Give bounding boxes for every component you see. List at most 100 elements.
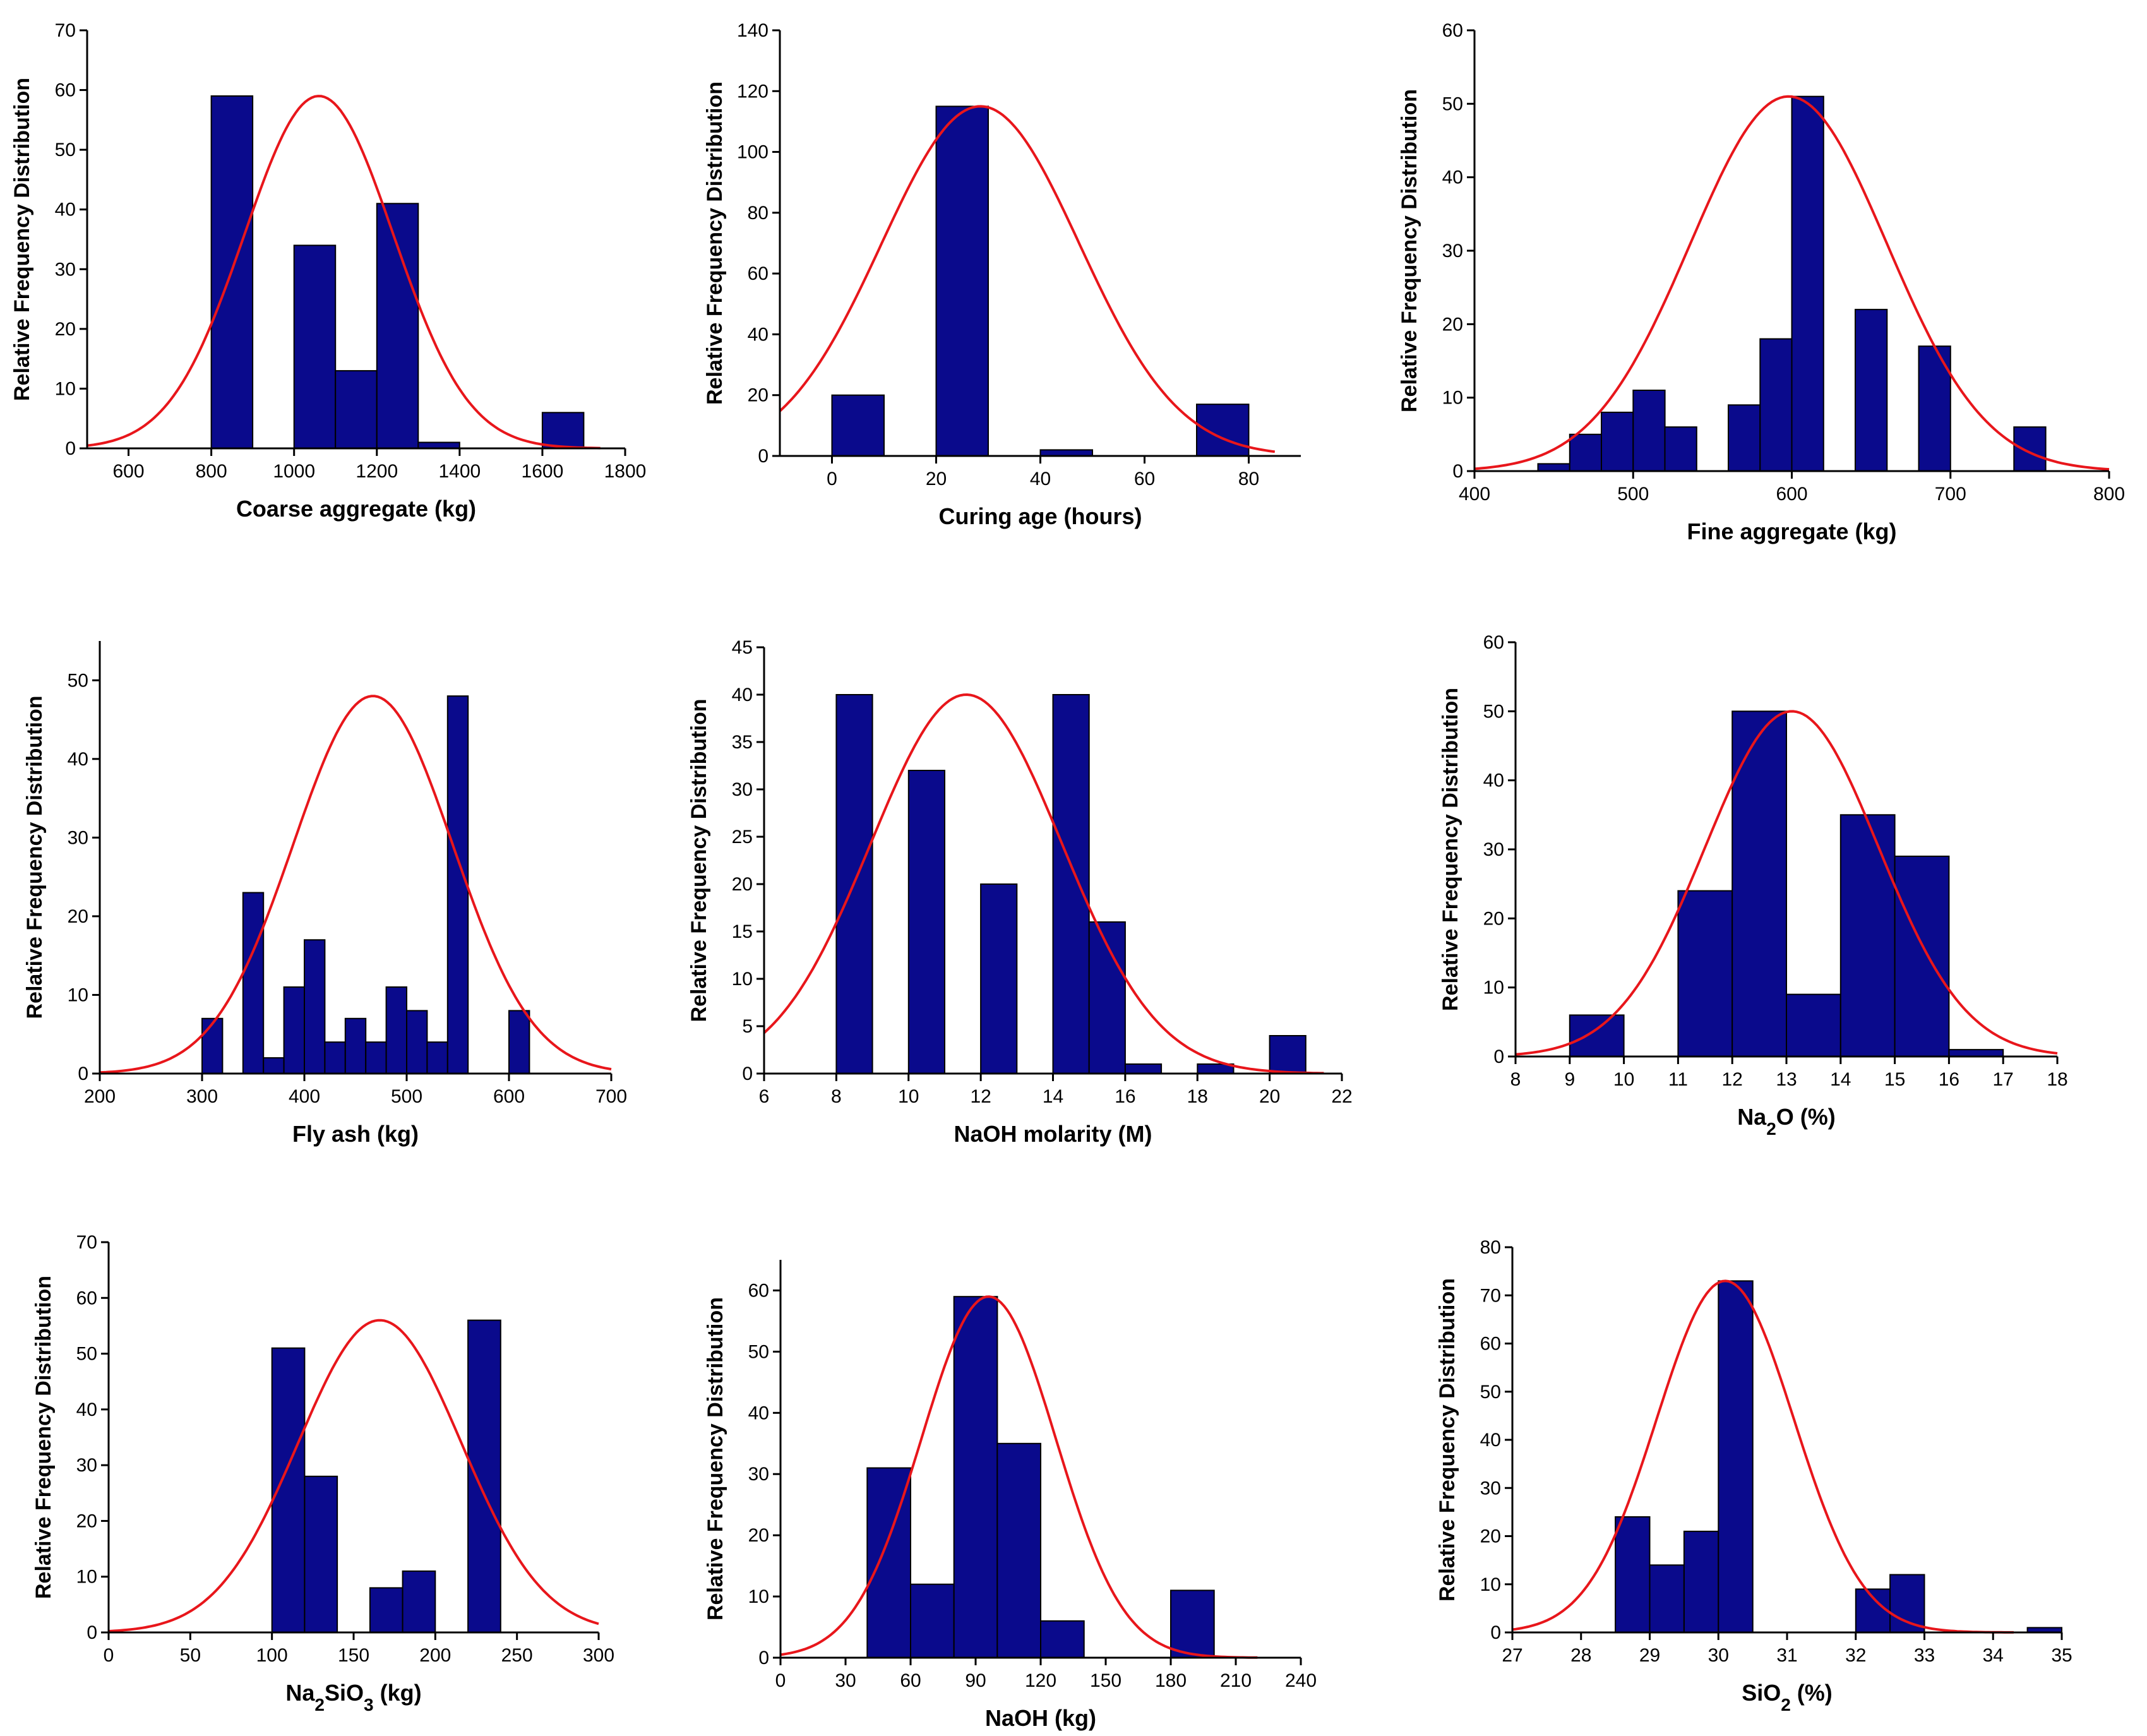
bar-coarse-aggregate-3 xyxy=(376,203,419,449)
y-tick-label: 60 xyxy=(55,80,76,101)
bar-sio2-1 xyxy=(1649,1564,1685,1634)
bar-naoh-kg-1 xyxy=(910,1583,955,1658)
bar-fine-aggregate-6 xyxy=(1759,338,1793,472)
y-axis-label-naoh-molarity: Relative Frequency Distribution xyxy=(687,699,711,1022)
x-tick-label: 22 xyxy=(1331,1086,1352,1107)
bar-fly-ash-12 xyxy=(508,1010,530,1075)
bar-coarse-aggregate-5 xyxy=(541,412,585,449)
y-tick-label: 0 xyxy=(87,1622,97,1643)
bar-fine-aggregate-5 xyxy=(1728,404,1761,472)
y-tick-label: 25 xyxy=(732,827,753,847)
bar-naoh-molarity-5 xyxy=(1124,1063,1163,1074)
x-tick-label: 31 xyxy=(1776,1645,1797,1666)
bar-sio2-5 xyxy=(1889,1574,1925,1633)
x-tick-label: 0 xyxy=(827,469,837,489)
y-tick-label: 60 xyxy=(1442,20,1463,41)
bar-na2o-1 xyxy=(1677,890,1733,1057)
y-tick-label: 30 xyxy=(68,827,88,848)
x-tick-label: 210 xyxy=(1220,1670,1252,1691)
x-tick-label: 50 xyxy=(180,1645,201,1666)
y-tick-label: 30 xyxy=(748,1464,769,1485)
y-tick-label: 30 xyxy=(732,779,753,800)
y-axis-label-coarse-aggregate: Relative Frequency Distribution xyxy=(10,78,34,401)
bar-fly-ash-10 xyxy=(426,1041,448,1074)
x-tick-label: 1600 xyxy=(522,461,564,482)
x-tick-label: 10 xyxy=(898,1086,919,1107)
y-tick-label: 40 xyxy=(748,1403,769,1423)
y-tick-label: 30 xyxy=(1480,1478,1501,1499)
y-tick-label: 0 xyxy=(758,1648,769,1668)
bar-naoh-kg-4 xyxy=(1040,1620,1085,1659)
y-tick-label: 20 xyxy=(1442,314,1463,335)
y-tick-label: 10 xyxy=(1483,978,1504,998)
y-tick-label: 0 xyxy=(78,1063,88,1084)
y-tick-label: 20 xyxy=(76,1511,97,1531)
x-tick-label: 300 xyxy=(186,1086,218,1107)
x-tick-label: 18 xyxy=(1187,1086,1208,1107)
fit-curve-sio2 xyxy=(1512,1279,2014,1634)
bar-na2o-4 xyxy=(1839,814,1896,1058)
y-tick-label: 20 xyxy=(68,906,88,927)
y-tick-label: 10 xyxy=(1480,1574,1501,1595)
x-tick-label: 500 xyxy=(1617,484,1649,505)
x-tick-label: 18 xyxy=(2047,1069,2067,1090)
x-tick-label: 15 xyxy=(1884,1069,1905,1090)
bar-fine-aggregate-3 xyxy=(1632,390,1666,472)
y-tick-label: 20 xyxy=(748,1525,769,1546)
x-tick-label: 300 xyxy=(583,1645,614,1666)
y-axis-label-na2sio3: Relative Frequency Distribution xyxy=(32,1276,56,1599)
fit-curve-curing-age xyxy=(779,105,1276,453)
y-tick-label: 30 xyxy=(55,259,76,280)
bar-coarse-aggregate-2 xyxy=(335,370,378,449)
y-tick-label: 50 xyxy=(76,1344,97,1365)
bar-fly-ash-6 xyxy=(344,1017,367,1075)
y-tick-label: 0 xyxy=(742,1063,753,1084)
fit-curve-naoh-molarity xyxy=(763,693,1324,1075)
y-tick-label: 35 xyxy=(732,732,753,753)
x-tick-label: 40 xyxy=(1030,469,1051,489)
x-tick-label: 700 xyxy=(595,1086,627,1107)
x-axis-label-coarse-aggregate: Coarse aggregate (kg) xyxy=(236,496,476,522)
y-tick-label: 10 xyxy=(76,1567,97,1588)
bar-fine-aggregate-1 xyxy=(1569,433,1603,472)
fit-curve-na2o xyxy=(1515,710,2058,1056)
bar-naoh-molarity-2 xyxy=(980,883,1018,1074)
y-tick-label: 5 xyxy=(742,1016,753,1037)
x-tick-label: 28 xyxy=(1570,1645,1591,1666)
y-tick-label: 40 xyxy=(1483,770,1504,791)
y-tick-label: 20 xyxy=(55,319,76,340)
y-tick-label: 40 xyxy=(55,200,76,220)
bar-na2o-6 xyxy=(1948,1049,2004,1057)
bar-sio2-0 xyxy=(1615,1516,1651,1633)
bar-na2o-3 xyxy=(1786,993,1841,1057)
x-tick-label: 150 xyxy=(1090,1670,1121,1691)
bar-fly-ash-7 xyxy=(365,1041,387,1074)
x-tick-label: 120 xyxy=(1025,1670,1056,1691)
x-tick-label: 250 xyxy=(501,1645,533,1666)
y-tick-label: 60 xyxy=(1480,1334,1501,1355)
y-tick-label: 80 xyxy=(1480,1237,1501,1258)
x-tick-label: 1400 xyxy=(438,461,481,482)
x-tick-label: 400 xyxy=(289,1086,320,1107)
panel-sio2: 27 28 29 30 31 32 33 34 35 0 10 20 30 40 50 60 70 80 SiO2 … xyxy=(1435,1237,2072,1715)
panel-na2o: 8 9 10 11 12 13 14 15 16 17 18 0 10 20 30 40 50 60 Na2O (%… xyxy=(1438,632,2068,1139)
bar-sio2-3 xyxy=(1718,1280,1754,1633)
y-tick-label: 60 xyxy=(1483,632,1504,653)
panel-fine-aggregate: 400 500 600 700 800 0 10 20 30 40 50 60 Fine aggrega… xyxy=(1397,20,2125,544)
y-tick-label: 70 xyxy=(1480,1285,1501,1306)
x-tick-label: 600 xyxy=(493,1086,525,1107)
x-tick-label: 240 xyxy=(1285,1670,1317,1691)
x-tick-label: 10 xyxy=(1613,1069,1634,1090)
y-tick-label: 80 xyxy=(748,203,768,224)
bar-fine-aggregate-7 xyxy=(1791,95,1824,472)
bar-fine-aggregate-2 xyxy=(1601,411,1634,472)
bar-naoh-kg-3 xyxy=(996,1442,1042,1659)
y-tick-label: 50 xyxy=(1483,701,1504,722)
x-axis-label-fine-aggregate: Fine aggregate (kg) xyxy=(1687,518,1896,544)
bar-fly-ash-3 xyxy=(283,986,306,1074)
y-tick-label: 0 xyxy=(1452,461,1463,482)
bar-naoh-kg-2 xyxy=(953,1296,998,1658)
fit-curve-fine-aggregate xyxy=(1474,95,2110,471)
y-tick-label: 30 xyxy=(1442,241,1463,261)
